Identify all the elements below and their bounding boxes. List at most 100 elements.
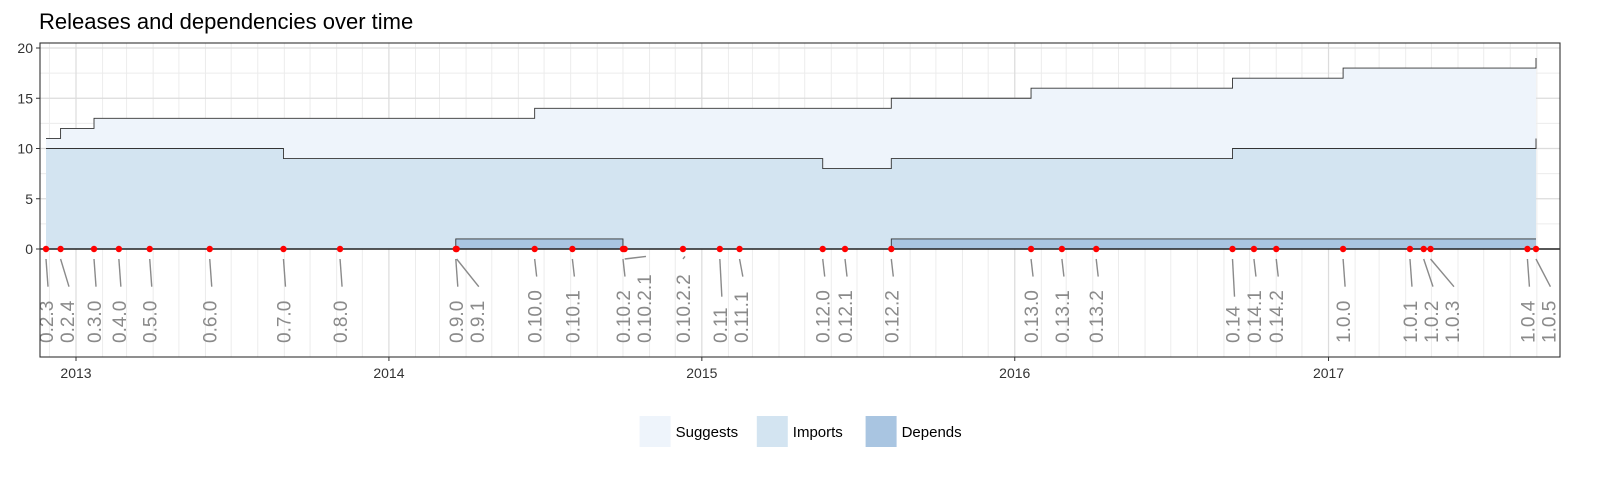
release-label: 0.9.1 bbox=[468, 301, 489, 343]
release-leaders bbox=[45, 255, 1552, 297]
release-label: 1.0.1 bbox=[1401, 301, 1422, 343]
release-leader bbox=[890, 258, 894, 277]
release-label: 0.7.0 bbox=[275, 301, 296, 343]
release-point bbox=[1420, 245, 1427, 253]
release-label: 0.4.0 bbox=[110, 301, 131, 343]
plot-panel bbox=[39, 42, 1561, 358]
release-label: 0.10.0 bbox=[526, 290, 547, 343]
legend-label-imports: Imports bbox=[793, 424, 843, 441]
release-point bbox=[57, 245, 64, 253]
release-leader bbox=[822, 258, 826, 277]
release-leader bbox=[1342, 258, 1346, 287]
release-leader bbox=[1061, 258, 1065, 277]
release-point bbox=[1427, 245, 1434, 253]
x-tick-label: 2017 bbox=[1313, 365, 1344, 381]
release-leader bbox=[339, 258, 343, 287]
release-label: 1.0.4 bbox=[1518, 300, 1539, 343]
release-label: 0.12.0 bbox=[814, 290, 835, 343]
release-label: 0.13.0 bbox=[1022, 290, 1043, 343]
release-label: 0.14.1 bbox=[1245, 290, 1266, 343]
release-label: 1.0.2 bbox=[1422, 301, 1443, 343]
release-label: 0.10.1 bbox=[563, 290, 584, 343]
release-point bbox=[1339, 245, 1347, 253]
release-label: 1.0.5 bbox=[1539, 301, 1560, 343]
release-label: 0.13.1 bbox=[1053, 290, 1074, 343]
release-leader bbox=[1409, 258, 1413, 287]
legend-key-suggests bbox=[639, 416, 671, 447]
x-tick-label: 2013 bbox=[60, 365, 91, 381]
y-tick-label: 15 bbox=[17, 90, 33, 106]
release-label: 0.13.2 bbox=[1087, 290, 1108, 343]
release-leader bbox=[571, 258, 576, 277]
release-label: 0.3.0 bbox=[85, 301, 106, 343]
release-leader bbox=[719, 258, 723, 297]
release-point bbox=[1524, 245, 1531, 253]
area-imports bbox=[46, 138, 1536, 249]
release-leader bbox=[1430, 258, 1455, 288]
release-label: 1.0.0 bbox=[1334, 301, 1355, 343]
release-point bbox=[280, 245, 287, 253]
release-point bbox=[115, 245, 123, 253]
release-leader bbox=[1526, 258, 1531, 287]
release-leader bbox=[45, 258, 49, 287]
release-leader bbox=[1030, 258, 1034, 277]
release-label: 1.0.3 bbox=[1443, 301, 1464, 343]
release-label: 0.12.1 bbox=[836, 290, 857, 343]
release-point bbox=[90, 245, 98, 253]
line-imports bbox=[46, 138, 1537, 170]
line-suggests bbox=[46, 58, 1537, 139]
release-label: 0.11 bbox=[711, 307, 732, 343]
release-leader bbox=[149, 258, 153, 287]
release-leader bbox=[533, 258, 538, 277]
y-tick-label: 10 bbox=[17, 141, 33, 157]
release-leader bbox=[1423, 258, 1434, 287]
release-point bbox=[1406, 245, 1414, 253]
release-point bbox=[146, 245, 153, 253]
release-leader bbox=[1535, 258, 1552, 287]
legend-key-imports bbox=[756, 416, 788, 447]
release-label: 0.12.2 bbox=[882, 290, 903, 343]
y-tick-label: 5 bbox=[25, 191, 33, 207]
release-leader bbox=[59, 258, 70, 287]
release-label: 0.5.0 bbox=[141, 301, 162, 343]
stacked-areas bbox=[46, 58, 1536, 249]
release-point bbox=[1027, 245, 1035, 253]
release-leader bbox=[118, 258, 122, 287]
area-suggests bbox=[46, 58, 1536, 169]
release-point bbox=[1058, 245, 1066, 253]
release-label: 0.10.2.1 bbox=[635, 274, 656, 343]
x-axis: 2013 2014 2015 2016 2017 bbox=[60, 357, 1344, 381]
release-leader bbox=[1095, 258, 1099, 277]
release-leader bbox=[738, 258, 744, 277]
release-point bbox=[336, 245, 344, 253]
release-labels: 0.2.3 0.2.4 0.3.0 0.4.0 0.5.0 0.6.0 0.7.0 0.8.0… bbox=[37, 274, 1560, 343]
release-point bbox=[531, 245, 538, 253]
x-tick-label: 2014 bbox=[373, 365, 404, 381]
release-point bbox=[1532, 245, 1540, 253]
release-point bbox=[453, 245, 460, 253]
release-label: 0.2.3 bbox=[37, 301, 58, 343]
release-leader bbox=[1253, 258, 1257, 277]
release-label: 0.2.4 bbox=[58, 300, 79, 343]
area-depends bbox=[46, 238, 1536, 249]
release-point bbox=[1273, 245, 1280, 253]
release-point bbox=[569, 245, 576, 253]
panel-border bbox=[39, 42, 1561, 358]
release-leader bbox=[1275, 258, 1279, 277]
release-point bbox=[1250, 245, 1258, 253]
release-label: 0.10.2 bbox=[614, 290, 635, 343]
release-points bbox=[42, 245, 1540, 253]
legend-key-depends bbox=[865, 416, 897, 447]
release-point bbox=[736, 245, 743, 253]
release-point bbox=[621, 245, 628, 253]
legend-label-suggests: Suggests bbox=[676, 424, 739, 441]
y-axis: 0 5 10 15 20 bbox=[17, 40, 40, 257]
legend: Suggests Imports Depends bbox=[639, 416, 962, 447]
release-label: 0.14.2 bbox=[1267, 290, 1288, 343]
release-leader bbox=[622, 258, 626, 277]
release-point bbox=[841, 245, 849, 253]
release-point bbox=[1229, 245, 1236, 253]
release-leader bbox=[282, 258, 287, 287]
release-point bbox=[888, 245, 895, 253]
